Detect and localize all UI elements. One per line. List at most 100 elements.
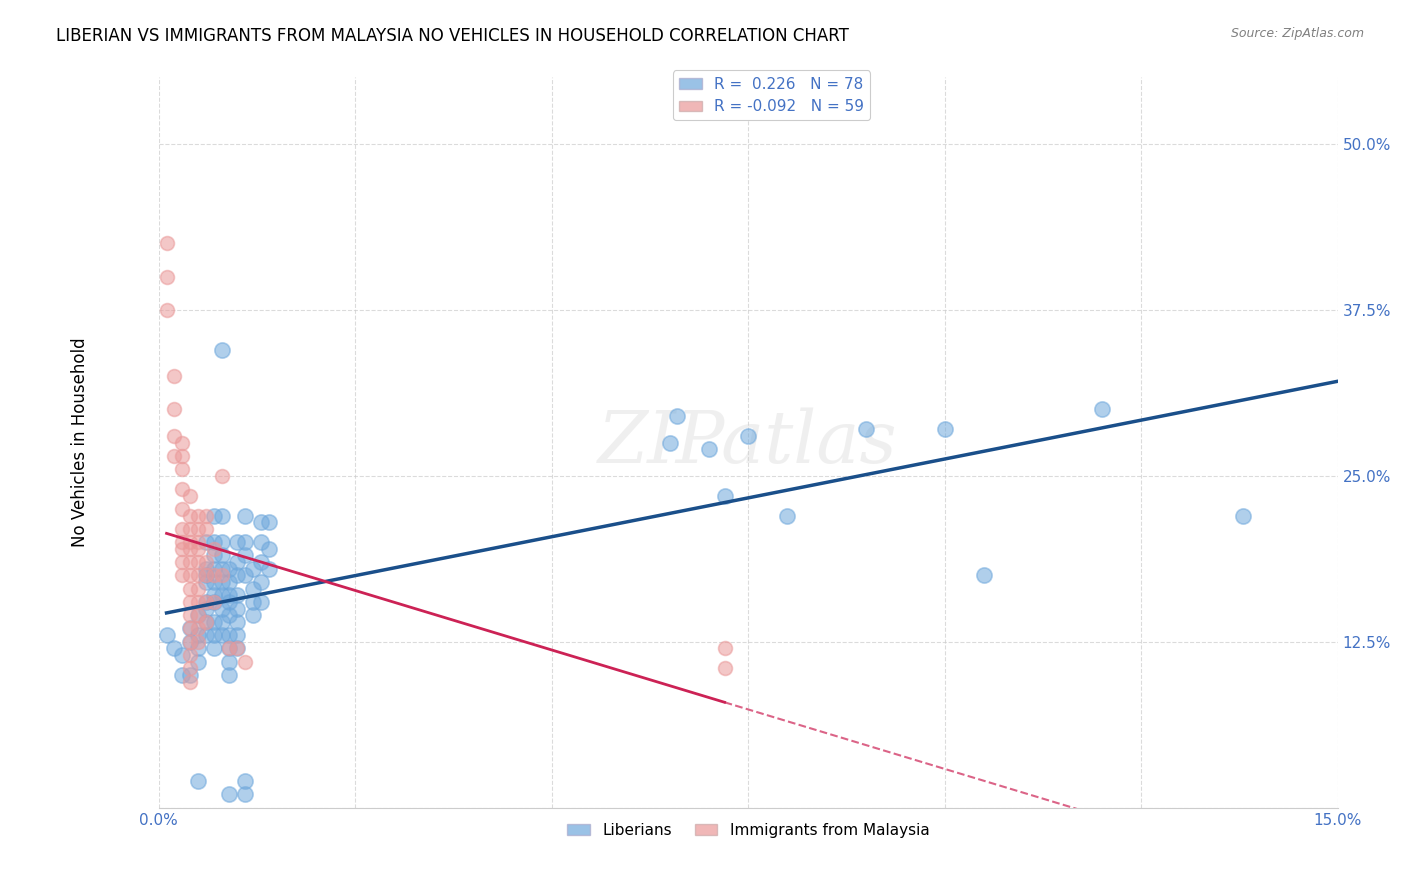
Point [179, 489, 201, 503]
Point [187, 595, 209, 609]
Point [179, 582, 201, 596]
Point [218, 641, 240, 656]
Point [211, 588, 233, 602]
Point [179, 634, 201, 648]
Point [211, 601, 233, 615]
Point [155, 302, 177, 317]
Point [187, 634, 209, 648]
Point [187, 535, 209, 549]
Point [697, 442, 720, 457]
Point [163, 449, 186, 463]
Point [233, 655, 256, 669]
Point [155, 269, 177, 284]
Point [202, 588, 225, 602]
Point [202, 595, 225, 609]
Point [179, 622, 201, 636]
Point [172, 449, 194, 463]
Point [257, 515, 280, 529]
Point [179, 522, 201, 536]
Point [226, 641, 249, 656]
Point [172, 555, 194, 569]
Point [713, 661, 735, 675]
Point [242, 562, 264, 576]
Point [202, 568, 225, 582]
Text: LIBERIAN VS IMMIGRANTS FROM MALAYSIA NO VEHICLES IN HOUSEHOLD CORRELATION CHART: LIBERIAN VS IMMIGRANTS FROM MALAYSIA NO … [56, 27, 849, 45]
Point [211, 468, 233, 483]
Point [163, 402, 186, 417]
Point [187, 541, 209, 556]
Point [194, 595, 217, 609]
Point [218, 628, 240, 642]
Point [194, 601, 217, 615]
Point [218, 574, 240, 589]
Point [242, 608, 264, 623]
Point [250, 555, 273, 569]
Point [211, 628, 233, 642]
Point [257, 541, 280, 556]
Point [202, 549, 225, 563]
Point [172, 648, 194, 662]
Point [179, 608, 201, 623]
Point [187, 641, 209, 656]
Point [226, 641, 249, 656]
Point [211, 574, 233, 589]
Point [179, 568, 201, 582]
Point [211, 508, 233, 523]
Point [242, 582, 264, 596]
Point [776, 508, 799, 523]
Point [194, 508, 217, 523]
Point [179, 668, 201, 682]
Point [187, 655, 209, 669]
Point [187, 774, 209, 789]
Point [250, 574, 273, 589]
Point [226, 535, 249, 549]
Y-axis label: No Vehicles in Household: No Vehicles in Household [72, 338, 89, 548]
Point [226, 615, 249, 629]
Point [233, 774, 256, 789]
Point [218, 668, 240, 682]
Point [172, 462, 194, 476]
Point [179, 541, 201, 556]
Legend: Liberians, Immigrants from Malaysia: Liberians, Immigrants from Malaysia [561, 817, 935, 844]
Point [226, 555, 249, 569]
Point [226, 588, 249, 602]
Point [194, 595, 217, 609]
Point [155, 236, 177, 251]
Point [211, 343, 233, 357]
Point [172, 535, 194, 549]
Point [202, 508, 225, 523]
Point [194, 522, 217, 536]
Point [179, 661, 201, 675]
Point [233, 549, 256, 563]
Point [250, 595, 273, 609]
Point [187, 628, 209, 642]
Point [194, 568, 217, 582]
Point [172, 435, 194, 450]
Point [211, 562, 233, 576]
Point [202, 595, 225, 609]
Point [194, 628, 217, 642]
Point [202, 641, 225, 656]
Point [163, 369, 186, 384]
Point [187, 608, 209, 623]
Point [202, 535, 225, 549]
Point [211, 535, 233, 549]
Point [934, 422, 956, 436]
Point [973, 568, 995, 582]
Point [172, 568, 194, 582]
Point [257, 562, 280, 576]
Point [202, 541, 225, 556]
Point [233, 568, 256, 582]
Point [218, 641, 240, 656]
Point [202, 628, 225, 642]
Point [172, 482, 194, 496]
Point [218, 562, 240, 576]
Point [713, 641, 735, 656]
Point [172, 541, 194, 556]
Point [172, 522, 194, 536]
Point [226, 601, 249, 615]
Point [233, 788, 256, 802]
Point [179, 535, 201, 549]
Point [1091, 402, 1114, 417]
Point [250, 535, 273, 549]
